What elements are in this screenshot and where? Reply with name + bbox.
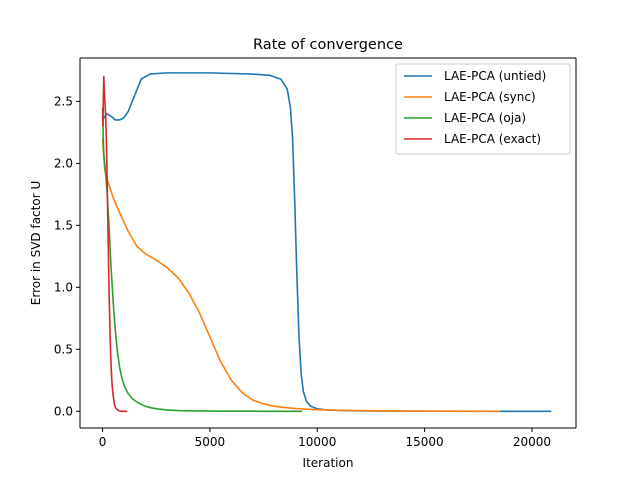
legend-box	[395, 63, 571, 155]
series-line-1	[101, 138, 500, 413]
x-axis-label: Iteration	[303, 456, 354, 470]
x-tick-label: 20000	[513, 435, 551, 449]
series-line-3	[101, 75, 128, 413]
y-tick-label: 2.0	[54, 156, 73, 170]
y-axis-ticks: 0.0 0.5 1.0 1.5 2.0 2.5	[54, 94, 80, 418]
legend-label-untied: LAE-PCA (untied)	[444, 69, 546, 83]
legend-label-oja: LAE-PCA (oja)	[444, 111, 526, 125]
x-tick-label: 10000	[298, 435, 336, 449]
x-tick-label: 15000	[406, 435, 444, 449]
y-tick-label: 0.0	[54, 404, 73, 418]
x-axis-ticks: 0 5000 10000 15000 20000	[99, 428, 551, 449]
y-tick-label: 0.5	[54, 342, 73, 356]
legend: LAE-PCA (untied) LAE-PCA (sync) LAE-PCA …	[395, 63, 571, 155]
y-axis-label: Error in SVD factor U	[29, 181, 43, 305]
y-tick-label: 1.5	[54, 218, 73, 232]
legend-label-sync: LAE-PCA (sync)	[444, 90, 536, 104]
y-tick-label: 1.0	[54, 280, 73, 294]
chart-title: Rate of convergence	[253, 37, 403, 53]
x-tick-label: 0	[99, 435, 107, 449]
series-layer	[101, 72, 552, 413]
x-tick-label: 5000	[195, 435, 226, 449]
y-tick-label: 2.5	[54, 94, 73, 108]
legend-label-exact: LAE-PCA (exact)	[444, 132, 541, 146]
